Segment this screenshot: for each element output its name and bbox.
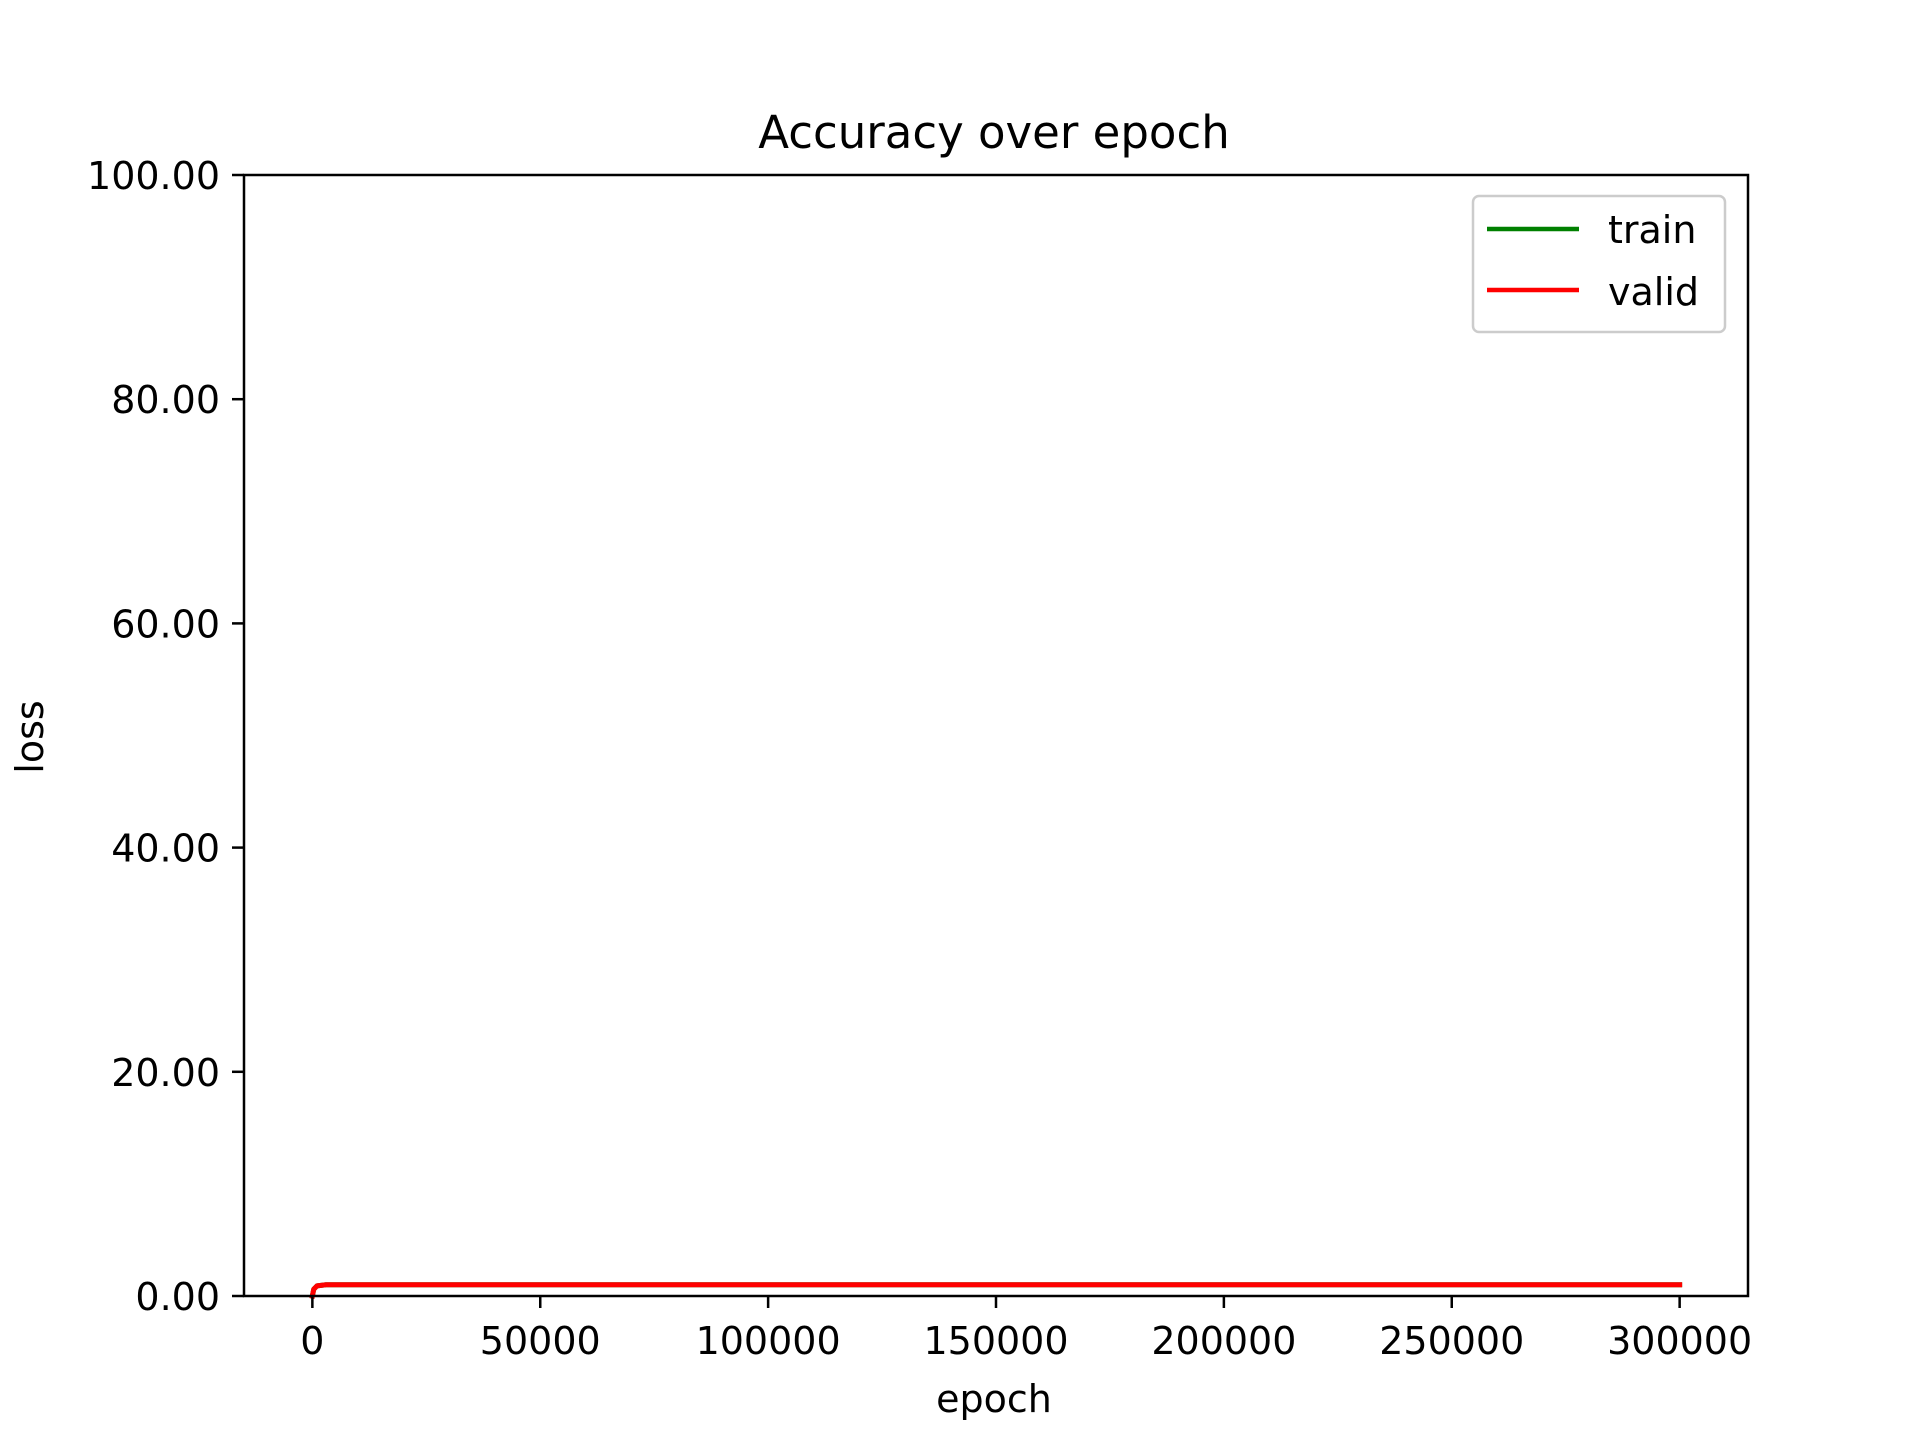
- x-tick-label: 300000: [1607, 1319, 1752, 1363]
- x-tick-label: 200000: [1151, 1319, 1296, 1363]
- x-axis-label: epoch: [936, 1377, 1052, 1421]
- y-tick-label: 100.00: [87, 154, 220, 198]
- x-tick-label: 250000: [1379, 1319, 1524, 1363]
- x-tick-label: 150000: [923, 1319, 1068, 1363]
- y-tick-label: 60.00: [111, 602, 220, 646]
- chart-title: Accuracy over epoch: [758, 106, 1229, 159]
- x-tick-label: 0: [300, 1319, 324, 1363]
- legend-label-train: train: [1608, 208, 1696, 252]
- y-axis: 0.00 20.00 40.00 60.00 80.00 100.00: [87, 154, 244, 1319]
- x-tick-label: 100000: [696, 1319, 841, 1363]
- y-tick-label: 0.00: [135, 1275, 220, 1319]
- series-layer: [309, 1282, 1683, 1299]
- y-tick-label: 40.00: [111, 827, 220, 871]
- legend: train valid: [1471, 194, 1727, 334]
- legend-label-valid: valid: [1608, 270, 1699, 314]
- y-tick-label: 80.00: [111, 378, 220, 422]
- x-tick-label: 50000: [480, 1319, 601, 1363]
- y-axis-label: loss: [8, 700, 52, 773]
- series-line-valid: [309, 1282, 1683, 1299]
- y-tick-label: 20.00: [111, 1051, 220, 1095]
- x-axis: 0 50000 100000 150000 200000 250000 300000: [300, 1296, 1752, 1363]
